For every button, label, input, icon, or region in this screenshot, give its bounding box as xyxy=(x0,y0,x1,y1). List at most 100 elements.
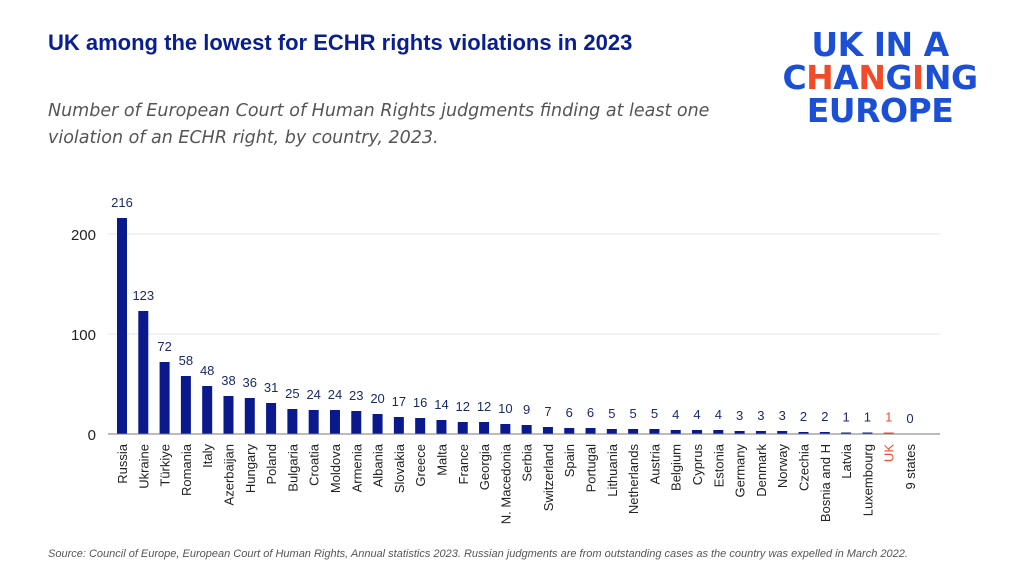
bar-georgia xyxy=(479,422,490,434)
bar-hungary xyxy=(244,398,255,434)
source-note: Source: Council of Europe, European Cour… xyxy=(48,548,908,560)
bar-uk xyxy=(883,432,894,434)
data-label: 5 xyxy=(630,406,637,421)
bar-ukraine xyxy=(138,311,149,434)
bar-italy xyxy=(202,386,213,434)
bar-bosnia-and-h xyxy=(819,432,830,434)
bar-romania xyxy=(180,376,191,434)
x-tick-label: Cyprus xyxy=(690,444,705,486)
x-tick-label: Czechia xyxy=(797,443,812,491)
data-label: 23 xyxy=(349,388,363,403)
x-tick-label: Bulgaria xyxy=(285,443,300,491)
data-label: 25 xyxy=(285,386,299,401)
x-tick-label: Romania xyxy=(179,443,194,496)
x-tick-label: Denmark xyxy=(754,444,769,497)
data-label: 14 xyxy=(434,397,448,412)
data-label: 31 xyxy=(264,380,278,395)
x-tick-label: Hungary xyxy=(243,444,258,494)
x-tick-label: Portugal xyxy=(584,444,599,493)
data-label: 6 xyxy=(566,405,573,420)
bar-poland xyxy=(266,403,277,434)
data-label: 16 xyxy=(413,395,427,410)
data-label: 36 xyxy=(243,375,257,390)
x-tick-label: Austria xyxy=(647,443,662,484)
x-tick-label: Spain xyxy=(562,444,577,477)
bar-russia xyxy=(117,218,127,434)
bar-portugal xyxy=(585,428,596,434)
bar-austria xyxy=(649,429,660,434)
x-tick-label: Norway xyxy=(775,444,790,489)
bar-germany xyxy=(734,431,745,434)
data-label: 12 xyxy=(477,399,491,414)
data-label: 216 xyxy=(111,195,133,210)
bar-denmark xyxy=(755,431,766,434)
x-tick-label: Netherlands xyxy=(626,444,641,515)
bar-slovakia xyxy=(393,417,404,434)
data-label: 48 xyxy=(200,363,214,378)
x-tick-label: Germany xyxy=(733,444,748,498)
data-label: 24 xyxy=(328,387,342,402)
x-tick-label: Italy xyxy=(200,444,215,468)
data-label: 1 xyxy=(842,410,849,425)
bar-norway xyxy=(777,431,788,434)
bar-greece xyxy=(415,418,426,434)
x-tick-label: UK xyxy=(882,444,897,462)
x-tick-label: Georgia xyxy=(477,443,492,490)
x-tick-label: Switzerland xyxy=(541,444,556,511)
bar-luxembourg xyxy=(862,432,873,434)
data-label: 9 xyxy=(523,402,530,417)
bar-france xyxy=(457,422,468,434)
x-tick-label: Lithuania xyxy=(605,443,620,497)
chart-subtitle: Number of European Court of Human Rights… xyxy=(48,101,710,148)
bar-cyprus xyxy=(692,430,703,434)
x-tick-label: 9 states xyxy=(903,444,918,490)
data-label: 58 xyxy=(179,353,193,368)
x-tick-label: Poland xyxy=(264,444,279,484)
bar-netherlands xyxy=(628,429,639,434)
x-tick-label: Latvia xyxy=(839,443,854,478)
bar-belgium xyxy=(670,430,681,434)
data-label: 123 xyxy=(132,288,154,303)
bar-n-macedonia xyxy=(500,424,511,434)
x-tick-label: Azerbaijan xyxy=(221,444,236,505)
bar-serbia xyxy=(521,425,532,434)
y-tick-label: 0 xyxy=(88,427,96,444)
y-tick-label: 200 xyxy=(71,227,96,244)
data-label: 38 xyxy=(221,373,235,388)
data-label: 3 xyxy=(736,408,743,423)
data-label: 5 xyxy=(608,406,615,421)
data-label: 4 xyxy=(715,407,722,422)
x-tick-label: Bosnia and H xyxy=(818,444,833,522)
bar-armenia xyxy=(351,411,362,434)
logo: UK IN A CHANGING EUROPE xyxy=(770,28,990,127)
y-tick-label: 100 xyxy=(71,327,96,344)
x-tick-label: Luxembourg xyxy=(860,444,875,516)
data-label: 1 xyxy=(885,410,892,425)
x-tick-label: N. Macedonia xyxy=(498,443,513,524)
bar-azerbaijan xyxy=(223,396,234,434)
data-label: 12 xyxy=(456,399,470,414)
x-tick-label: Greece xyxy=(413,444,428,487)
logo-line-1: UK IN A xyxy=(811,25,949,64)
data-label: 17 xyxy=(392,394,406,409)
data-label: 3 xyxy=(779,408,786,423)
x-tick-label: France xyxy=(456,444,471,484)
data-label: 5 xyxy=(651,406,658,421)
data-label: 24 xyxy=(306,387,320,402)
data-label: 4 xyxy=(693,407,700,422)
x-tick-label: Malta xyxy=(434,443,449,476)
bar-t-rkiye xyxy=(159,362,170,434)
data-label: 20 xyxy=(370,391,384,406)
bar-czechia xyxy=(798,432,809,434)
x-tick-label: Moldova xyxy=(328,443,343,493)
data-label: 3 xyxy=(757,408,764,423)
logo-line-3: EUROPE xyxy=(806,91,954,130)
bar-malta xyxy=(436,420,447,434)
data-label: 1 xyxy=(864,410,871,425)
data-label: 4 xyxy=(672,407,679,422)
x-tick-label: Croatia xyxy=(307,443,322,486)
data-label: 6 xyxy=(587,405,594,420)
bar-bulgaria xyxy=(287,409,298,434)
bar-latvia xyxy=(841,432,852,434)
